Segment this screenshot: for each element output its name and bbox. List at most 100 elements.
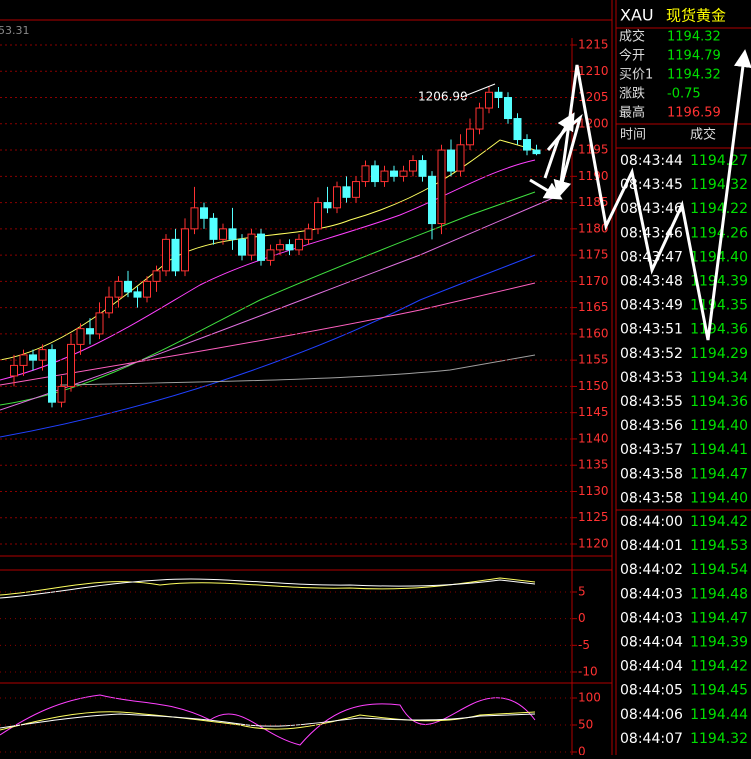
candle-body xyxy=(57,385,66,403)
trade-time: 08:44:04 xyxy=(620,635,683,651)
quote-label: 今开 xyxy=(619,48,645,64)
candle-body xyxy=(162,238,170,272)
candle-body xyxy=(323,202,332,209)
candle-body xyxy=(247,233,256,256)
quote-label: 涨跌 xyxy=(619,86,645,102)
trade-price: 1194.47 xyxy=(690,610,748,626)
candle-body xyxy=(504,97,512,120)
candle-body xyxy=(295,238,303,251)
candle-body xyxy=(29,354,37,361)
trade-price: 1194.54 xyxy=(690,562,748,578)
trade-time: 08:43:45 xyxy=(620,177,683,193)
y-tick-label: 1170 xyxy=(578,274,609,288)
trade-price: 1194.44 xyxy=(690,707,748,723)
trade-price: 1194.42 xyxy=(690,514,748,530)
trade-price: 1194.40 xyxy=(690,418,748,434)
y-tick-label: -10 xyxy=(578,665,598,679)
y-tick-label: 1200 xyxy=(578,116,609,130)
trade-time: 08:44:02 xyxy=(620,562,683,578)
candle-body xyxy=(428,175,436,225)
ma-line xyxy=(59,354,536,386)
quote-value: -0.75 xyxy=(667,87,701,102)
ma-line xyxy=(0,254,536,438)
y-tick-label: 50 xyxy=(578,718,593,732)
candle-body xyxy=(38,349,47,361)
y-tick-label: 1160 xyxy=(578,326,609,340)
trade-time: 08:43:58 xyxy=(620,466,683,482)
y-tick-label: 1125 xyxy=(578,510,609,524)
candle-body xyxy=(418,160,427,177)
quote-label: 买价1 xyxy=(619,68,653,83)
candle-body xyxy=(86,328,94,335)
candle-body xyxy=(399,170,408,177)
candle-body xyxy=(485,91,493,109)
y-tick-label: 1195 xyxy=(578,143,609,157)
candle-body xyxy=(171,238,180,272)
trade-time: 08:44:03 xyxy=(620,586,683,602)
candle-body xyxy=(209,217,218,240)
trade-time: 08:43:53 xyxy=(620,370,683,386)
candle-body xyxy=(361,165,370,183)
trade-time: 08:44:07 xyxy=(620,731,683,747)
trade-time: 08:43:46 xyxy=(620,201,683,217)
candle-body xyxy=(494,91,503,99)
trade-price: 1194.26 xyxy=(690,225,748,241)
candle-body xyxy=(513,118,522,141)
candle-body xyxy=(219,228,227,240)
trade-time: 08:43:49 xyxy=(620,298,683,314)
y-tick-label: 1140 xyxy=(578,431,609,445)
trade-price: 1194.40 xyxy=(690,249,748,265)
candle-body xyxy=(304,228,313,240)
trade-time: 08:43:46 xyxy=(620,225,683,241)
trade-time: 08:44:06 xyxy=(620,707,683,723)
trade-time: 08:43:52 xyxy=(620,346,683,362)
candle-body xyxy=(105,296,113,314)
trade-price: 1194.40 xyxy=(690,490,748,506)
trade-time: 08:43:48 xyxy=(620,274,683,290)
candle-body xyxy=(143,280,151,298)
y-tick-label: 1120 xyxy=(578,537,609,551)
trade-time: 08:43:44 xyxy=(620,153,683,169)
y-tick-label: 1145 xyxy=(578,405,609,419)
quote-label: 最高 xyxy=(619,105,645,121)
candle-body xyxy=(532,149,541,155)
trade-price: 1194.34 xyxy=(690,370,748,386)
candle-body xyxy=(466,128,474,146)
quote-label: 成交 xyxy=(619,29,645,45)
quote-value: 1196.59 xyxy=(667,106,721,121)
candle-body xyxy=(285,244,294,251)
y-tick-label: 1185 xyxy=(578,195,609,209)
trade-price: 1194.32 xyxy=(690,177,748,193)
candle-body xyxy=(124,280,132,293)
trade-price: 1194.48 xyxy=(690,586,748,602)
candle-body xyxy=(190,207,199,230)
candle-body xyxy=(342,186,351,198)
y-tick-label: 0 xyxy=(578,745,586,756)
trade-price: 1194.39 xyxy=(690,635,748,651)
candle-body xyxy=(314,202,322,230)
ma-line xyxy=(0,191,536,406)
y-tick-label: -5 xyxy=(578,638,590,652)
y-tick-label: 1190 xyxy=(578,169,609,183)
trade-time: 08:43:56 xyxy=(620,418,683,434)
candle-body xyxy=(352,181,360,198)
high-leader xyxy=(461,83,496,98)
candle-body xyxy=(437,149,446,225)
candle-body xyxy=(409,160,417,172)
y-tick-label: 5 xyxy=(578,585,586,599)
trade-time: 08:44:04 xyxy=(620,659,683,675)
candle-body xyxy=(238,238,246,256)
candle-body xyxy=(456,144,465,172)
trade-price: 1194.45 xyxy=(690,683,748,699)
trade-price: 1194.36 xyxy=(690,322,748,338)
candle-body xyxy=(48,349,56,403)
trade-time: 08:44:03 xyxy=(620,610,683,626)
trade-time: 08:44:01 xyxy=(620,538,683,554)
candle-body xyxy=(19,354,28,366)
y-tick-label: 1130 xyxy=(578,484,609,498)
y-tick-label: 1210 xyxy=(578,64,609,78)
top-label: 53.31 xyxy=(0,24,30,37)
trade-price: 1194.39 xyxy=(690,274,748,290)
trade-price: 1194.27 xyxy=(690,153,748,169)
trade-price: 1194.36 xyxy=(690,394,748,410)
